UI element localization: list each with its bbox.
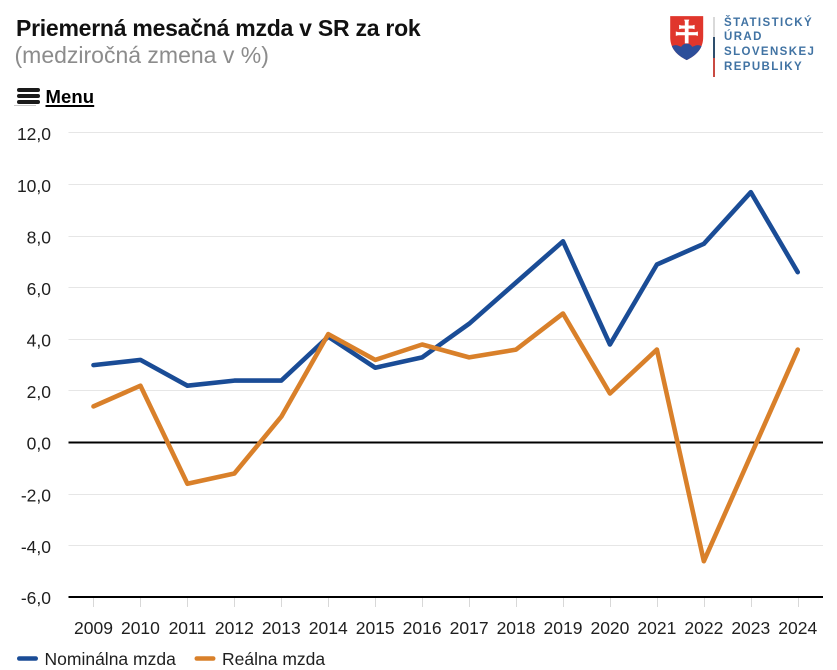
svg-text:-2,0: -2,0 xyxy=(21,486,51,506)
svg-text:2011: 2011 xyxy=(169,618,207,638)
svg-text:2020: 2020 xyxy=(590,618,629,638)
svg-text:2016: 2016 xyxy=(403,618,442,638)
svg-text:2013: 2013 xyxy=(262,618,301,638)
svg-text:2021: 2021 xyxy=(637,618,676,638)
svg-text:2009: 2009 xyxy=(74,618,113,638)
svg-text:2014: 2014 xyxy=(309,618,348,638)
svg-text:12,0: 12,0 xyxy=(17,124,51,144)
svg-text:2,0: 2,0 xyxy=(27,382,52,402)
svg-text:2024: 2024 xyxy=(778,618,817,638)
svg-text:2017: 2017 xyxy=(450,618,489,638)
svg-text:2015: 2015 xyxy=(356,618,395,638)
svg-text:-4,0: -4,0 xyxy=(21,537,51,557)
svg-text:0,0: 0,0 xyxy=(27,434,52,454)
svg-text:-6,0: -6,0 xyxy=(21,588,51,608)
svg-text:2018: 2018 xyxy=(497,618,536,638)
svg-text:4,0: 4,0 xyxy=(27,331,52,351)
svg-text:Reálna mzda: Reálna mzda xyxy=(222,649,325,669)
svg-text:10,0: 10,0 xyxy=(17,176,51,196)
svg-text:2022: 2022 xyxy=(684,618,723,638)
svg-text:2012: 2012 xyxy=(215,618,254,638)
svg-text:8,0: 8,0 xyxy=(27,228,52,248)
svg-text:6,0: 6,0 xyxy=(27,279,52,299)
svg-text:2010: 2010 xyxy=(121,618,160,638)
svg-text:Nominálna mzda: Nominálna mzda xyxy=(45,649,177,669)
svg-text:2019: 2019 xyxy=(544,618,583,638)
svg-text:2023: 2023 xyxy=(731,618,770,638)
